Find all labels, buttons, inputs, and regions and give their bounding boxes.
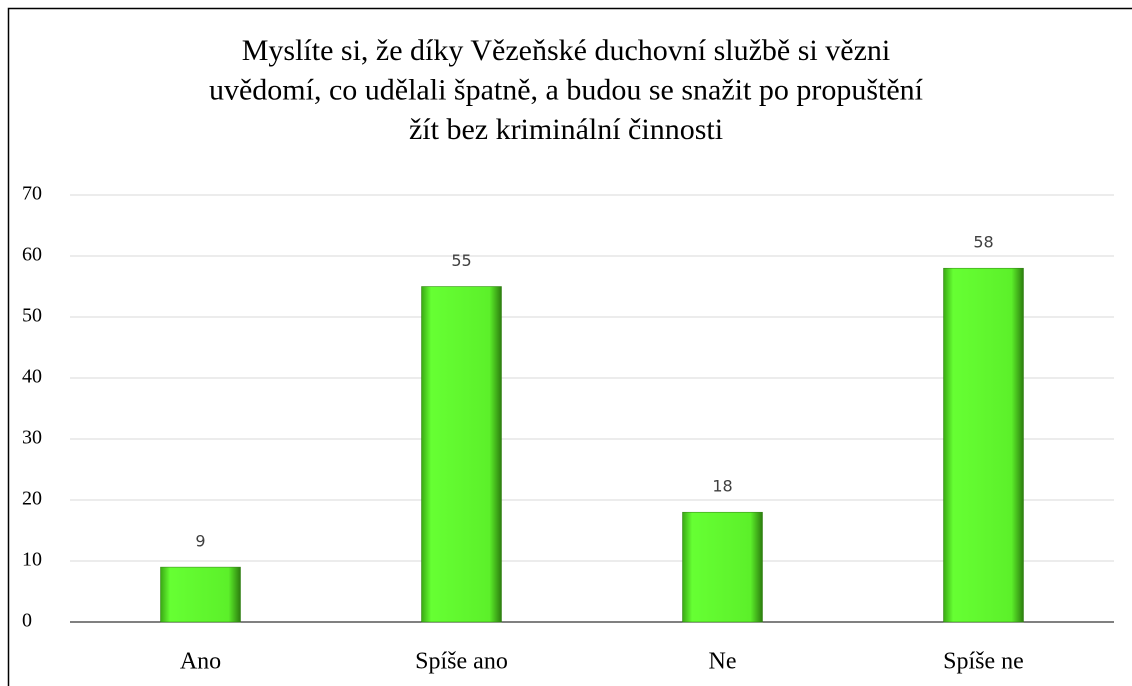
y-tick-label: 70 [22, 183, 42, 205]
frame [7, 7, 1132, 686]
value-label: 58 [973, 233, 993, 252]
y-tick-label: 0 [22, 610, 32, 632]
bar [160, 566, 241, 623]
x-tick-label: Spíše ano [415, 649, 508, 675]
value-label: 9 [195, 532, 205, 551]
x-tick-label: Spíše ne [943, 649, 1024, 675]
y-tick-label: 50 [22, 305, 42, 327]
chart-title: žít bez kriminální činnosti [409, 113, 723, 146]
y-tick-label: 60 [22, 244, 42, 266]
x-tick-label: Ano [180, 649, 221, 675]
chart-title: uvědomí, co udělali špatně, a budou se s… [209, 73, 924, 106]
bar [943, 267, 1024, 623]
y-tick-label: 20 [22, 488, 42, 510]
value-label: 55 [451, 251, 471, 270]
y-tick-label: 10 [22, 549, 42, 571]
chart-title: Myslíte si, že díky Vězeňské duchovní sl… [242, 34, 890, 67]
x-tick-label: Ne [709, 649, 737, 675]
bar [682, 511, 763, 623]
y-tick-label: 30 [22, 427, 42, 449]
y-tick-label: 40 [22, 366, 42, 388]
value-label: 18 [712, 477, 732, 496]
bar [421, 286, 502, 623]
